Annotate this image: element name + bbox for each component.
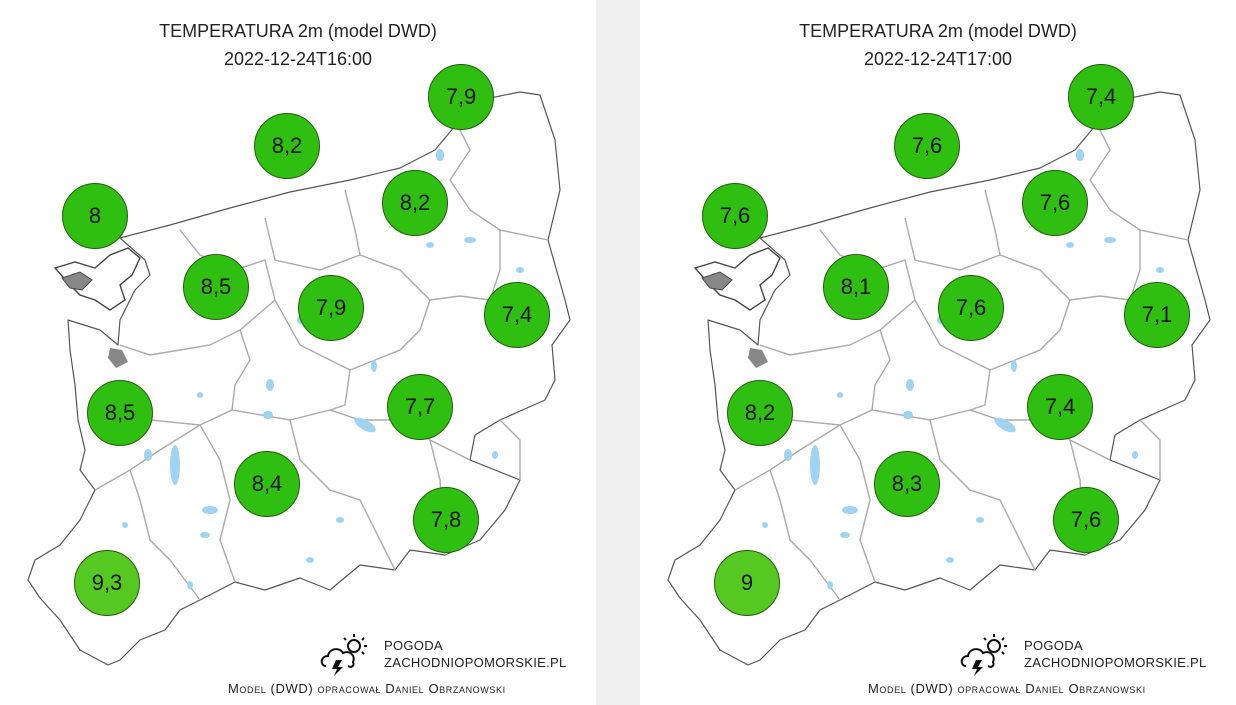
map-panel-1: TEMPERATURA 2m (model DWD) 2022-12-24T16… (0, 0, 596, 705)
station-marker: 7,9 (428, 64, 494, 130)
brand-logo: POGODA ZACHODNIOPOMORSKIE.PL (318, 632, 588, 676)
island-area (693, 247, 781, 311)
map-timestamp: 2022-12-24T17:00 (863, 49, 1013, 69)
county-borders (94, 119, 549, 601)
county-borders (734, 119, 1189, 601)
brand-line-1: POGODA (384, 638, 443, 653)
brand-line-1: POGODA (1024, 638, 1083, 653)
map-panel-2: TEMPERATURA 2m (model DWD) 2022-12-24T17… (640, 0, 1236, 705)
station-marker: 8,4 (234, 451, 300, 517)
station-marker: 7,8 (413, 487, 479, 553)
model-credit: Model (DWD) opracował Daniel Obrzanowski (228, 681, 506, 696)
station-marker: 7,1 (1124, 282, 1190, 348)
lakes (762, 149, 1164, 589)
station-marker: 7,6 (894, 113, 960, 179)
station-marker: 8,5 (87, 380, 153, 446)
lake-dabie (748, 348, 768, 368)
brand-line-2: ZACHODNIOPOMORSKIE.PL (1024, 655, 1207, 670)
station-marker: 8,1 (823, 254, 889, 320)
brand-line-2: ZACHODNIOPOMORSKIE.PL (384, 655, 567, 670)
station-marker: 7,4 (484, 282, 550, 348)
map-title: TEMPERATURA 2m (model DWD) (159, 21, 437, 41)
lagoon (61, 271, 93, 291)
storm-cloud-sun-icon (960, 634, 1007, 676)
station-marker: 8,2 (382, 170, 448, 236)
station-marker: 7,9 (298, 275, 364, 341)
station-marker: 8 (62, 183, 128, 249)
brand-logo: POGODA ZACHODNIOPOMORSKIE.PL (958, 632, 1228, 676)
station-marker: 7,6 (938, 275, 1004, 341)
station-marker: 7,6 (1022, 170, 1088, 236)
station-marker: 7,4 (1068, 64, 1134, 130)
map-timestamp: 2022-12-24T16:00 (223, 49, 373, 69)
station-marker: 9,3 (74, 550, 140, 616)
station-marker: 8,2 (727, 380, 793, 446)
model-credit: Model (DWD) opracował Daniel Obrzanowski (868, 681, 1146, 696)
station-marker: 8,5 (183, 254, 249, 320)
lakes (122, 149, 524, 589)
station-marker: 7,6 (1053, 487, 1119, 553)
map-title: TEMPERATURA 2m (model DWD) (799, 21, 1077, 41)
lake-dabie (108, 348, 128, 368)
storm-cloud-sun-icon (320, 634, 367, 676)
station-marker: 8,2 (254, 113, 320, 179)
station-marker: 8,3 (874, 451, 940, 517)
station-marker: 9 (714, 550, 780, 616)
station-marker: 7,6 (702, 183, 768, 249)
lagoon (701, 271, 733, 291)
island-area (53, 247, 141, 311)
station-marker: 7,7 (387, 374, 453, 440)
station-marker: 7,4 (1027, 374, 1093, 440)
